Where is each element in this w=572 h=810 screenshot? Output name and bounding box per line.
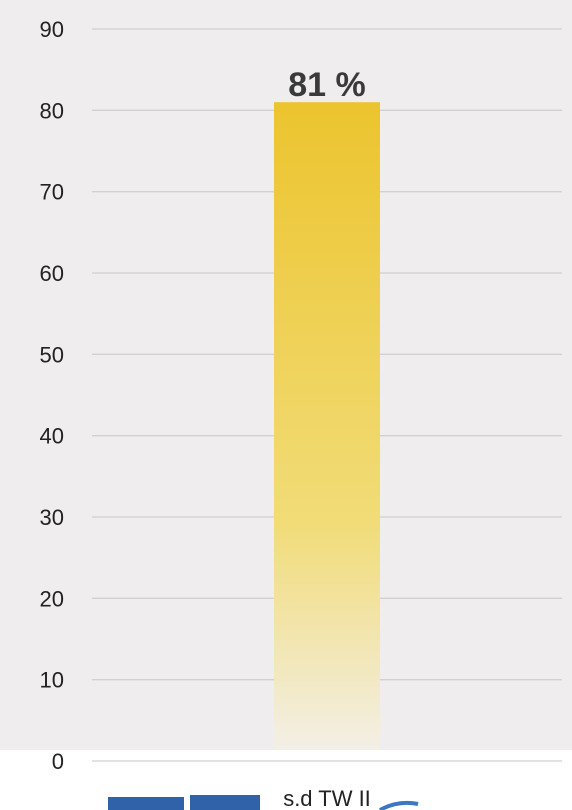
data-labels: 81 %	[288, 66, 366, 104]
category-label: s.d TW II	[283, 786, 371, 810]
y-tick-label: 70	[40, 180, 64, 205]
y-tick-label: 90	[40, 17, 64, 42]
bar-value-label: 81 %	[288, 66, 366, 104]
y-tick-label: 30	[40, 505, 64, 530]
logo-block-right	[190, 795, 260, 810]
x-axis-category-labels: s.d TW II	[283, 786, 371, 810]
y-tick-label: 0	[52, 749, 64, 774]
bars	[274, 102, 380, 750]
y-tick-label: 50	[40, 342, 64, 367]
footer-decoration	[108, 795, 419, 810]
y-tick-label: 60	[40, 261, 64, 286]
y-tick-label: 10	[40, 668, 64, 693]
logo-block-left	[108, 797, 184, 810]
logo-swoosh	[379, 800, 419, 810]
y-tick-label: 20	[40, 586, 64, 611]
y-tick-label: 40	[40, 424, 64, 449]
bar-0	[274, 102, 380, 750]
y-axis-tick-labels: 0 10 20 30 40 50 60 70 80 90	[40, 17, 64, 774]
y-tick-label: 80	[40, 98, 64, 123]
